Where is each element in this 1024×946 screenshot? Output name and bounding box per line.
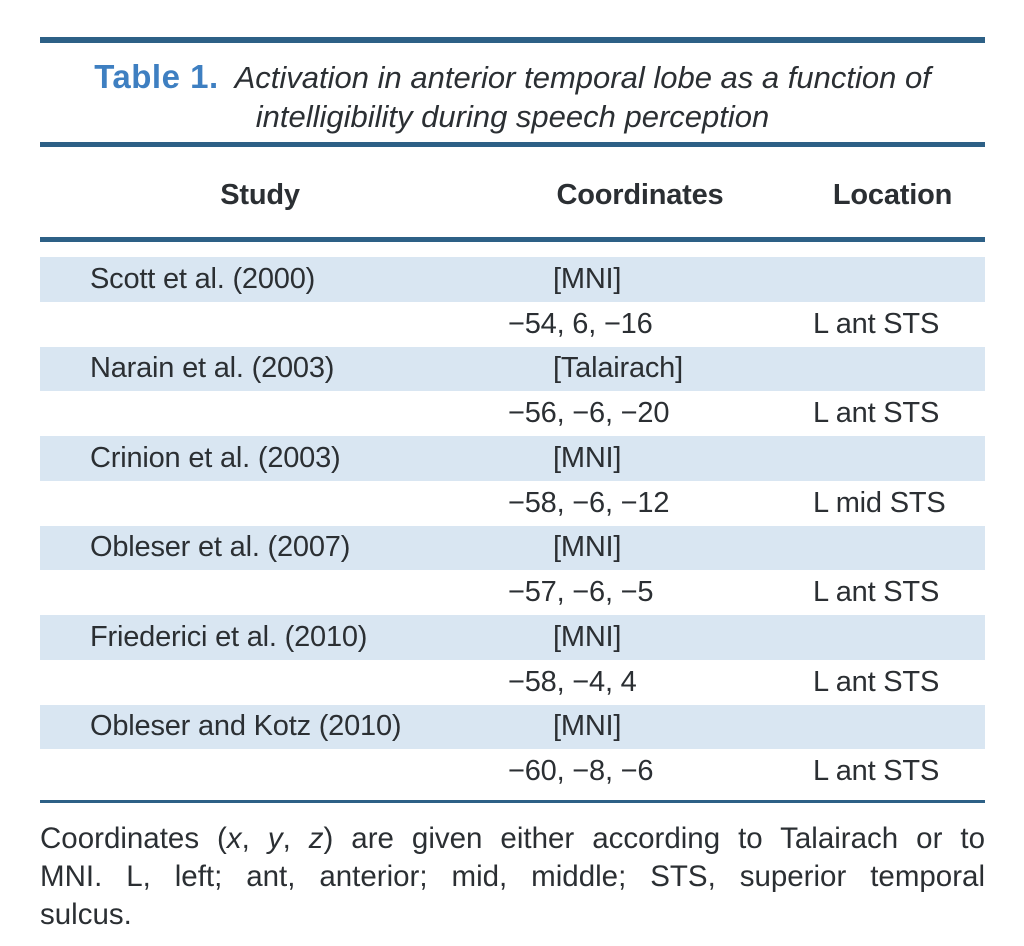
location-cell: L ant STS [813, 307, 940, 340]
coordinate-system-cell: [MNI] [553, 441, 622, 474]
coordinates-cell: −54, 6, −16 [508, 307, 653, 340]
study-row: Narain et al. (2003) [Talairach] [40, 346, 985, 392]
footnote-line-2: MNI. L, left; ant, anterior; mid, middle… [40, 860, 985, 893]
coordinates-row: −60, −8, −6 L ant STS [40, 749, 985, 794]
footnote-line-3: sulcus. [40, 898, 132, 931]
coordinate-system-cell: [MNI] [553, 710, 622, 743]
column-headers: Study Coordinates Location [40, 147, 985, 237]
study-row: Friederici et al. (2010) [MNI] [40, 615, 985, 660]
footnote-italic-z: z [308, 822, 324, 855]
study-cell: Scott et al. (2000) [90, 262, 316, 295]
table-footnote: Coordinates (x, y, z) are given either a… [40, 820, 985, 934]
location-cell: L ant STS [813, 397, 940, 430]
coordinates-cell: −58, −4, 4 [508, 665, 637, 698]
coordinate-system-cell: [Talairach] [553, 352, 683, 385]
table-caption: Table 1. Activation in anterior temporal … [40, 57, 985, 136]
footnote-text: ) are given either according to Talairac… [323, 822, 986, 855]
study-cell: Friederici et al. (2010) [90, 620, 368, 653]
top-rule [40, 37, 985, 43]
study-row: Crinion et al. (2003) [MNI] [40, 436, 985, 481]
location-cell: L mid STS [813, 486, 946, 519]
coordinates-row: −54, 6, −16 L ant STS [40, 302, 985, 347]
location-cell: L ant STS [813, 755, 940, 788]
footnote-italic-x: x [226, 822, 242, 855]
coordinates-row: −58, −6, −12 L mid STS [40, 481, 985, 526]
study-cell: Obleser et al. (2007) [90, 531, 351, 564]
coordinates-cell: −57, −6, −5 [508, 576, 654, 609]
coordinates-row: −58, −4, 4 L ant STS [40, 660, 985, 705]
footnote-text: , [241, 822, 268, 855]
footnote-italic-y: y [267, 822, 283, 855]
caption-rule [40, 142, 985, 147]
coordinates-row: −56, −6, −20 L ant STS [40, 391, 985, 436]
study-row: Obleser et al. (2007) [MNI] [40, 525, 985, 571]
coordinates-cell: −58, −6, −12 [508, 486, 670, 519]
coordinate-system-cell: [MNI] [553, 620, 622, 653]
coordinates-cell: −60, −8, −6 [508, 755, 654, 788]
coordinates-row: −57, −6, −5 L ant STS [40, 570, 985, 615]
study-row: Scott et al. (2000) [MNI] [40, 257, 985, 302]
coordinate-system-cell: [MNI] [553, 262, 622, 295]
header-rule [40, 237, 985, 242]
study-cell: Obleser and Kotz (2010) [90, 710, 402, 743]
footnote-line-1: Coordinates (x, y, z) are given either a… [40, 820, 985, 858]
footnote-text: Coordinates ( [40, 822, 227, 855]
column-header-study: Study [220, 178, 300, 211]
table-title-text: Activation in anterior temporal lobe as … [234, 60, 931, 134]
column-header-coordinates: Coordinates [556, 178, 724, 211]
location-cell: L ant STS [813, 665, 940, 698]
location-cell: L ant STS [813, 576, 940, 609]
coordinate-system-cell: [MNI] [553, 531, 622, 564]
table-body: Scott et al. (2000) [MNI] −54, 6, −16 L … [40, 257, 985, 794]
column-header-location: Location [832, 178, 953, 211]
study-row: Obleser and Kotz (2010) [MNI] [40, 704, 985, 750]
study-cell: Narain et al. (2003) [90, 352, 335, 385]
study-cell: Crinion et al. (2003) [90, 441, 341, 474]
table-number-label: Table 1. [94, 58, 219, 95]
footnote-text: , [282, 822, 309, 855]
bottom-rule [40, 800, 985, 803]
coordinates-cell: −56, −6, −20 [508, 397, 670, 430]
